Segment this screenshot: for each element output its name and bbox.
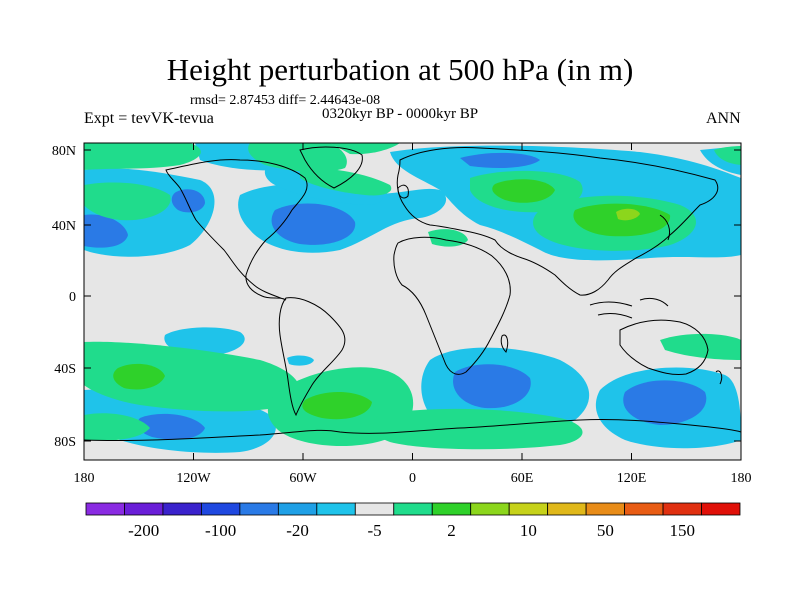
contour-arctic-ring-green — [330, 143, 400, 155]
contour-indian-ocean-core — [453, 364, 531, 409]
contour-south-pacific-green — [84, 341, 300, 412]
colorbar-swatch — [85, 502, 125, 516]
contour-arctic-green — [84, 143, 201, 170]
coast-north-america — [165, 159, 308, 301]
contour-n-pacific-ridge-green — [84, 182, 171, 221]
contour-south-atlantic-core — [302, 391, 372, 420]
colorbar-swatch — [393, 502, 433, 516]
lon-label: 120W — [176, 471, 211, 486]
colorbar: -200 -100 -20 -5 2 10 50 150 — [85, 502, 741, 540]
coast-indonesia — [589, 297, 669, 319]
coast-south-america — [278, 297, 346, 417]
contour-europe-core — [492, 179, 555, 203]
season-label: ANN — [706, 110, 741, 127]
contour-n-pacific-west-core — [84, 214, 128, 248]
latitude-axis: 80N 40N 0 40S 80S — [52, 144, 741, 450]
colorbar-swatch — [701, 502, 741, 516]
contour-aleutian-green — [714, 146, 741, 165]
colorbar-swatch — [508, 502, 549, 516]
contour-south-pacific-core — [113, 363, 165, 390]
coast-europe-asia — [396, 147, 719, 296]
contour-field — [84, 143, 741, 460]
lon-label: 120E — [617, 471, 647, 486]
contour-n-pacific-core — [171, 189, 205, 213]
contour-australia-core — [623, 380, 707, 425]
contour-arctic-core — [460, 152, 540, 168]
colorbar-label: 50 — [597, 521, 614, 540]
stats-label: rmsd= 2.87453 diff= 2.44643e-08 — [190, 93, 381, 108]
colorbar-swatch — [470, 502, 510, 516]
lon-label: 60W — [289, 471, 317, 486]
coast-africa — [393, 236, 511, 375]
contour-s-pacific-core — [137, 413, 205, 440]
lat-label: 80S — [54, 435, 76, 450]
coast-antarctica — [84, 418, 741, 442]
contour-tasman-green — [660, 333, 741, 360]
coastlines — [84, 146, 741, 442]
contour-asia-peak — [616, 208, 640, 221]
colorbar-label: 150 — [670, 521, 696, 540]
coast-australia — [619, 319, 709, 375]
colorbar-label: -100 — [205, 521, 236, 540]
lat-label: 80N — [52, 144, 76, 159]
colorbar-label: 2 — [447, 521, 456, 540]
colorbar-swatch — [354, 502, 395, 516]
lat-label: 40S — [54, 362, 76, 377]
contour-se-pacific-green — [84, 413, 150, 441]
contour-s-atlantic-blue — [287, 355, 314, 366]
experiment-label: Expt = tevVK-tevua — [84, 110, 214, 127]
colorbar-swatch — [431, 502, 472, 516]
lat-label: 0 — [69, 290, 76, 305]
colorbar-swatch — [162, 502, 202, 516]
colorbar-label: -200 — [128, 521, 159, 540]
colorbar-label: -20 — [286, 521, 309, 540]
coast-japan — [659, 214, 671, 241]
contour-alaska-green — [248, 143, 347, 172]
colorbar-swatch — [201, 502, 241, 516]
lon-label: 180 — [731, 471, 752, 486]
longitude-axis: 180 120W 60W 0 60E 120E 180 — [74, 143, 752, 486]
colorbar-swatch — [239, 502, 279, 516]
contour-n-atlantic-core — [271, 203, 356, 245]
lat-label: 40N — [52, 219, 76, 234]
colorbar-swatch — [585, 502, 625, 516]
colorbar-swatch — [547, 502, 587, 516]
colorbar-swatch — [277, 502, 318, 516]
coast-greenland — [299, 146, 363, 189]
contour-north-atlantic-green — [300, 168, 392, 196]
contour-southern-ocean-green — [372, 408, 583, 450]
colorbar-swatch — [624, 502, 664, 516]
map-title: Height perturbation at 500 hPa (in m) — [166, 52, 634, 87]
coast-madagascar — [500, 334, 509, 353]
lon-label: 180 — [74, 471, 95, 486]
period-label: 0320kyr BP - 0000kyr BP — [322, 106, 479, 122]
coast-new-zealand — [715, 370, 723, 385]
lon-label: 60E — [511, 471, 534, 486]
colorbar-swatch — [316, 502, 356, 516]
colorbar-label: 10 — [520, 521, 537, 540]
colorbar-label: -5 — [367, 521, 381, 540]
coast-uk — [397, 184, 409, 199]
colorbar-swatch — [662, 502, 702, 516]
colorbar-swatch — [124, 502, 164, 516]
lon-label: 0 — [409, 471, 416, 486]
